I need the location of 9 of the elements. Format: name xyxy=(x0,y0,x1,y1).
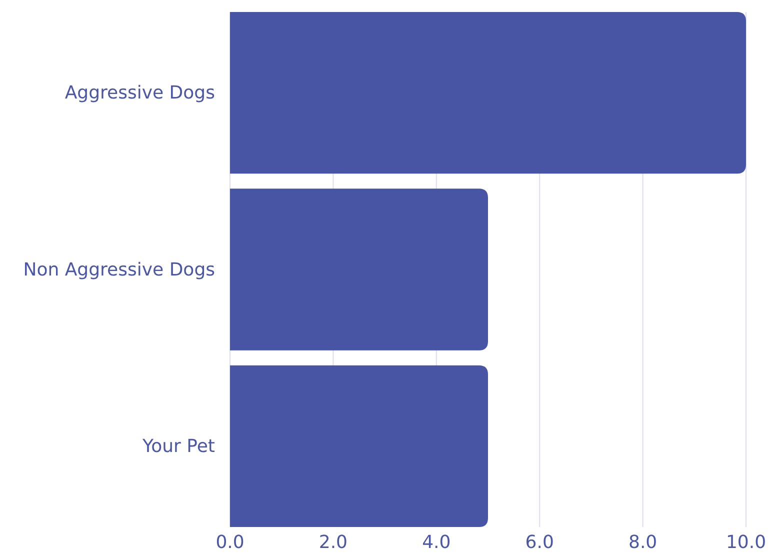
x-tick-label: 6.0 xyxy=(525,532,554,553)
y-tick-label: Non Aggressive Dogs xyxy=(23,259,215,280)
y-tick-label: Your Pet xyxy=(142,436,215,457)
x-tick-label: 0.0 xyxy=(216,532,244,553)
x-tick-label: 2.0 xyxy=(318,532,348,553)
y-tick-label: Aggressive Dogs xyxy=(64,82,215,104)
x-tick-label: 8.0 xyxy=(628,532,658,553)
x-tick-label: 4.0 xyxy=(422,532,451,553)
x-tick-label: 10.0 xyxy=(726,532,766,553)
